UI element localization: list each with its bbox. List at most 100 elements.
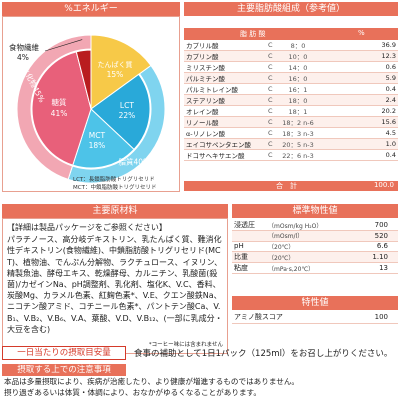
ingredients-text: パラチノース、高分岐デキストリン、乳たんぱく質、難消化性デキストリン(食物繊維)… — [7, 235, 223, 334]
carbon-label: C — [266, 50, 278, 62]
carbon-number: 10：0 — [278, 50, 318, 62]
standard-label: 粘度 — [232, 262, 266, 274]
fatty-acid-name: オレイン酸 — [184, 105, 266, 117]
fatty-acid-percent: 5.9 — [318, 72, 398, 84]
col-fatty-acid: 脂 肪 酸 — [240, 30, 266, 38]
carbon-label: C — [266, 72, 278, 84]
carbon-label: C — [266, 83, 278, 95]
energy-header: %エネルギー — [2, 2, 180, 16]
standard-value-row: （mOsm/l） 520 — [232, 230, 398, 242]
caution-line-1: 本品は多量摂取により、疾病が治癒したり、より健康が増進するものではありません。 — [4, 377, 300, 386]
carbon-label: C — [266, 127, 278, 139]
intake-label: 一日当たりの摂取目安量 — [2, 346, 126, 360]
label-lct-name: LCT — [120, 101, 134, 110]
standard-unit: （mPa·s,20℃） — [266, 262, 348, 274]
carbon-number: 8：0 — [278, 40, 318, 51]
standard-label: 比重 — [232, 251, 266, 263]
carbon-number: 14：0 — [278, 61, 318, 73]
label-protein-name: たんぱく質 — [97, 60, 132, 69]
label-sugar-name: 糖質 — [52, 97, 67, 107]
pie-slice-lct — [90, 73, 151, 151]
fatty-acid-percent: 20.2 — [318, 105, 398, 117]
standard-value: 13 — [348, 262, 398, 274]
carbon-number: 18：2 n-6 — [278, 116, 318, 128]
fatty-acid-table: カプリル酸 C 8：0 36.9 カプリン酸 C 10：0 12.3 ミリスチン酸 C 14：0 0.… — [184, 40, 398, 161]
fatty-acid-name: ドコサヘキサエン酸 — [184, 149, 266, 161]
label-fat-ring: 脂質40% — [119, 156, 151, 166]
caution-text: 本品は多量摂取により、疾病が治癒したり、より健康が増進するものではありません。 … — [4, 377, 299, 398]
col-percent: % — [358, 29, 365, 37]
fatty-acid-name: エイコサペンタエン酸 — [184, 138, 266, 150]
pie-slice-protein — [90, 34, 152, 110]
standard-value: 520 — [348, 230, 398, 242]
fatty-acid-percent: 0.6 — [318, 61, 398, 73]
fatty-acid-row: ドコサヘキサエン酸 C 22：6 n-3 0.4 — [184, 149, 398, 161]
standard-label: 浸透圧 — [232, 220, 266, 231]
standard-unit: （mOsm/l） — [266, 230, 348, 242]
total-value: 100.0 — [373, 181, 394, 189]
properties-header: 特性値 — [232, 296, 398, 310]
fatty-acid-row: ステアリン酸 C 18：0 2.4 — [184, 94, 398, 106]
label-sugar-pct: 41% — [51, 109, 68, 118]
carbon-label: C — [266, 138, 278, 150]
standard-value-row: pH （20℃） 6.6 — [232, 241, 398, 252]
standard-value-row: 浸透圧 （mOsm/kg H₂O） 700 — [232, 220, 398, 231]
label-fiber-pct: 4% — [17, 53, 29, 62]
standard-value: 700 — [348, 220, 398, 231]
legend-lct-note: LCT：長鎖脂肪酸トリグリセリド — [73, 177, 155, 183]
fatty-acid-row: パルミトレイン酸 C 16：1 0.4 — [184, 83, 398, 95]
ingredients-header: 主要原材料 — [2, 204, 228, 218]
standard-value: 6.6 — [348, 241, 398, 252]
label-mct-name: MCT — [89, 131, 106, 140]
carbon-number: 16：1 — [278, 83, 318, 95]
legend-mct-note: MCT：中鎖脂肪酸トリグリセリド — [73, 185, 157, 191]
fatty-acid-name: ミリスチン酸 — [184, 61, 266, 73]
fatty-acid-percent: 15.6 — [318, 116, 398, 128]
fatty-acid-row: α-リノレン酸 C 18：3 n-3 4.5 — [184, 127, 398, 139]
fatty-acid-row: カプリン酸 C 10：0 12.3 — [184, 50, 398, 62]
standard-value-row: 粘度 （mPa·s,20℃） 13 — [232, 262, 398, 274]
standard-label: pH — [232, 241, 266, 252]
fatty-acid-name: カプリル酸 — [184, 40, 266, 51]
label-fiber-name: 食物繊維 — [9, 42, 39, 52]
carbon-number: 18：1 — [278, 105, 318, 117]
total-label: 合 計 — [276, 182, 297, 190]
standard-unit: （20℃） — [266, 241, 348, 252]
carbon-label: C — [266, 116, 278, 128]
fatty-acid-name: カプリン酸 — [184, 50, 266, 62]
carbon-label: C — [266, 61, 278, 73]
fatty-acid-row: リノール酸 C 18：2 n-6 15.6 — [184, 116, 398, 128]
intake-text: 食事の補助として1日1パック（125ml）をお召し上がりください。 — [134, 349, 393, 359]
fatty-acid-column-header: 脂 肪 酸 % — [184, 28, 398, 40]
fatty-acid-row: オレイン酸 C 18：1 20.2 — [184, 105, 398, 117]
standard-values-header: 標準物性値 — [232, 204, 398, 218]
property-label: アミノ酸スコア — [232, 311, 345, 324]
fatty-acid-percent: 0.4 — [318, 149, 398, 161]
fiber-callout-line — [44, 39, 83, 52]
caution-line-2: 摂り過ぎあるいは体質・体調により、おなかがゆるくなることがあります。 — [4, 387, 261, 397]
carbon-label: C — [266, 105, 278, 117]
standard-value: 1.10 — [348, 251, 398, 263]
label-lct-pct: 22% — [119, 111, 136, 120]
properties-table: アミノ酸スコア 100 — [232, 311, 398, 324]
fatty-acid-row: エイコサペンタエン酸 C 20：5 n-3 1.0 — [184, 138, 398, 150]
standard-unit: （20℃） — [266, 251, 348, 263]
pie-slice-fiber — [75, 49, 92, 110]
fatty-acid-row: パルミチン酸 C 16：0 5.9 — [184, 72, 398, 84]
fatty-acid-row: ミリスチン酸 C 14：0 0.6 — [184, 61, 398, 73]
label-mct-pct: 18% — [89, 141, 106, 150]
carbon-number: 22：6 n-3 — [278, 149, 318, 161]
pie-slice-mct — [72, 108, 135, 169]
standard-label — [232, 230, 266, 242]
standard-values-table: 浸透圧 （mOsm/kg H₂O） 700 （mOsm/l） 520 pH （20℃） 6.6… — [232, 220, 398, 274]
fatty-acid-percent: 36.9 — [318, 40, 398, 51]
properties-row: アミノ酸スコア 100 — [232, 311, 398, 324]
fatty-acid-name: パルミトレイン酸 — [184, 83, 266, 95]
carbon-number: 20：5 n-3 — [278, 138, 318, 150]
standard-unit: （mOsm/kg H₂O） — [266, 220, 348, 231]
fatty-acid-percent: 0.4 — [318, 83, 398, 95]
energy-panel: たんぱく質 15% LCT 22% MCT 18% 糖質 41% 脂質40% 炭水化物45% 食物繊… — [2, 16, 180, 192]
ingredients-panel: 【詳細は製品パッケージをご参照ください】 パラチノース、高分岐デキストリン、乳た… — [2, 218, 228, 354]
caution-label: 摂取する上での注意事項 — [2, 364, 126, 376]
carbon-number: 16：0 — [278, 72, 318, 84]
